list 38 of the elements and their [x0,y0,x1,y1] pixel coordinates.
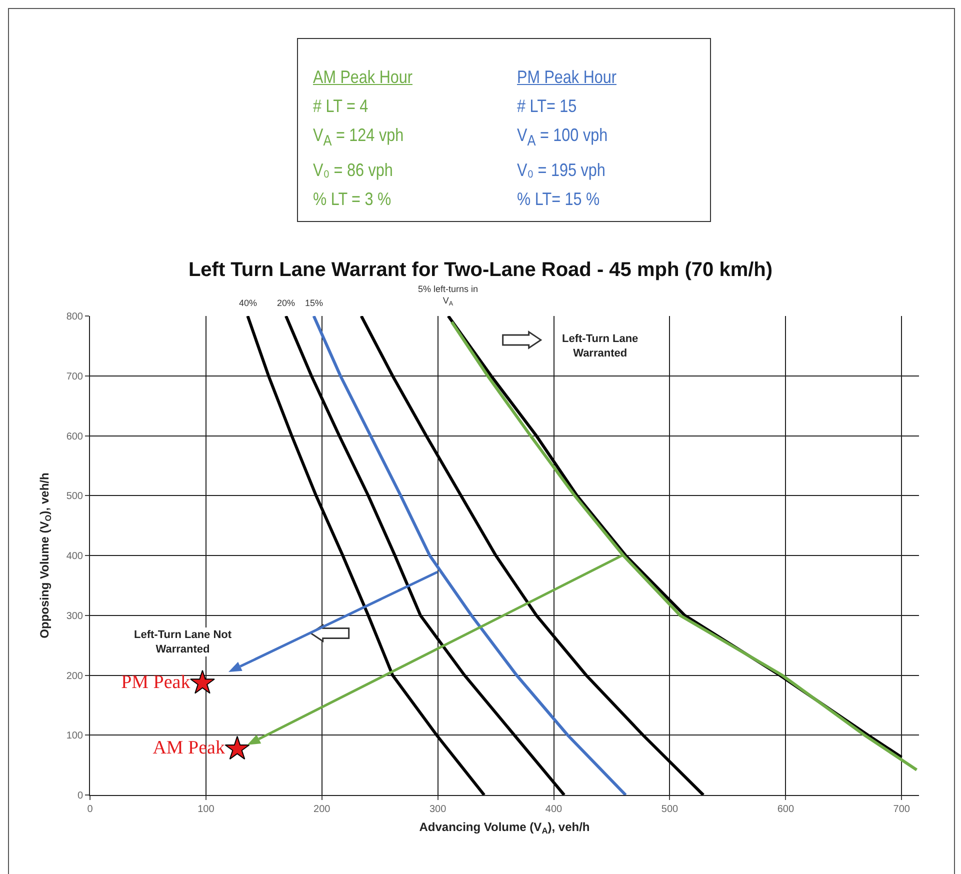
text: V₀ = 195 vph [517,158,606,182]
x-tick-label: 600 [777,804,794,815]
series-label: 15% [305,298,324,308]
text: AM Peak Hour [313,66,412,89]
y-tick-label: 0 [77,790,84,802]
x-tick-label: 200 [314,804,331,815]
y-tick-label: 400 [66,551,84,562]
x-tick-label: 700 [893,804,910,815]
series-label: 40% [239,298,258,308]
x-tick-label: 300 [429,804,447,815]
annotation: Left-Turn Lane Not Warranted [134,629,232,656]
text: V₀ = 86 vph [313,158,394,182]
text: % LT = 3 % [313,188,392,211]
chart-title: Left Turn Lane Warrant for Two-Lane Road - 45 mph (70 km/h) [188,259,773,282]
y-tick-label: 200 [66,670,84,682]
x-axis-title: Advancing Volume (V$_{A}$), veh/h [419,820,590,836]
text: # LT = 4 [313,95,370,118]
y-tick-label: 100 [66,730,84,742]
y-tick-label: 600 [66,431,84,442]
y-tick-label: 800 [66,312,84,322]
x-tick-label: 0 [87,804,94,815]
y-tick-label: 300 [66,610,84,622]
line-series [246,316,486,795]
text: # LT= 15 [517,95,578,118]
x-tick-label: 400 [545,804,563,815]
text: V$_{A}$ = 124 vph [313,124,405,152]
text: 5% left-turns in V$_{A}$ [418,284,478,308]
text: % LT= 15 % [517,188,601,211]
series-label: 20% [277,298,296,308]
text: V$_{A}$ = 100 vph [517,124,609,152]
series-label: PM Peak [121,672,191,693]
y-tick-label: 700 [66,371,84,382]
line-series [360,316,705,795]
x-tick-label: 500 [661,804,678,815]
x-tick-label: 100 [198,804,215,815]
annotation: Left-Turn Lane Warranted [562,333,638,360]
text: PM Peak Hour [517,66,616,89]
y-tick-label: 500 [66,491,84,502]
